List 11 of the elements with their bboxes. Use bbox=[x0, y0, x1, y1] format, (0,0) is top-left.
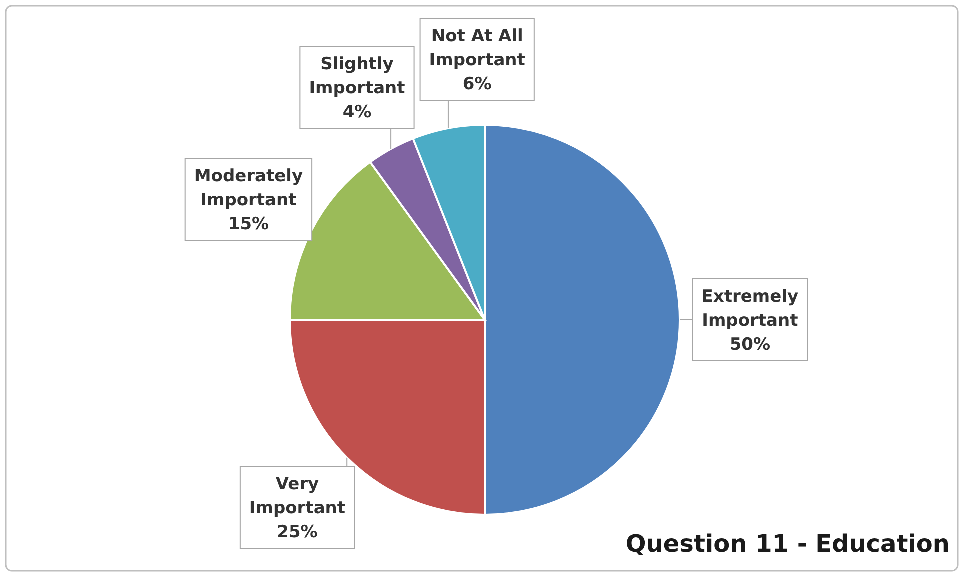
slice-label: Not At All Important bbox=[429, 26, 526, 70]
slice-label: Moderately Important bbox=[194, 166, 304, 211]
slice-label: Extremely Important bbox=[702, 287, 799, 331]
data-label: 6% bbox=[462, 74, 492, 94]
data-label: 50% bbox=[730, 335, 771, 355]
data-label: 25% bbox=[277, 522, 318, 543]
slice-label: Very Important bbox=[249, 474, 346, 519]
slice-label: Slightly Important bbox=[309, 54, 406, 99]
data-label: 4% bbox=[342, 102, 372, 123]
text: Question 11 - Education bbox=[626, 530, 950, 558]
data-label: 15% bbox=[228, 214, 270, 235]
